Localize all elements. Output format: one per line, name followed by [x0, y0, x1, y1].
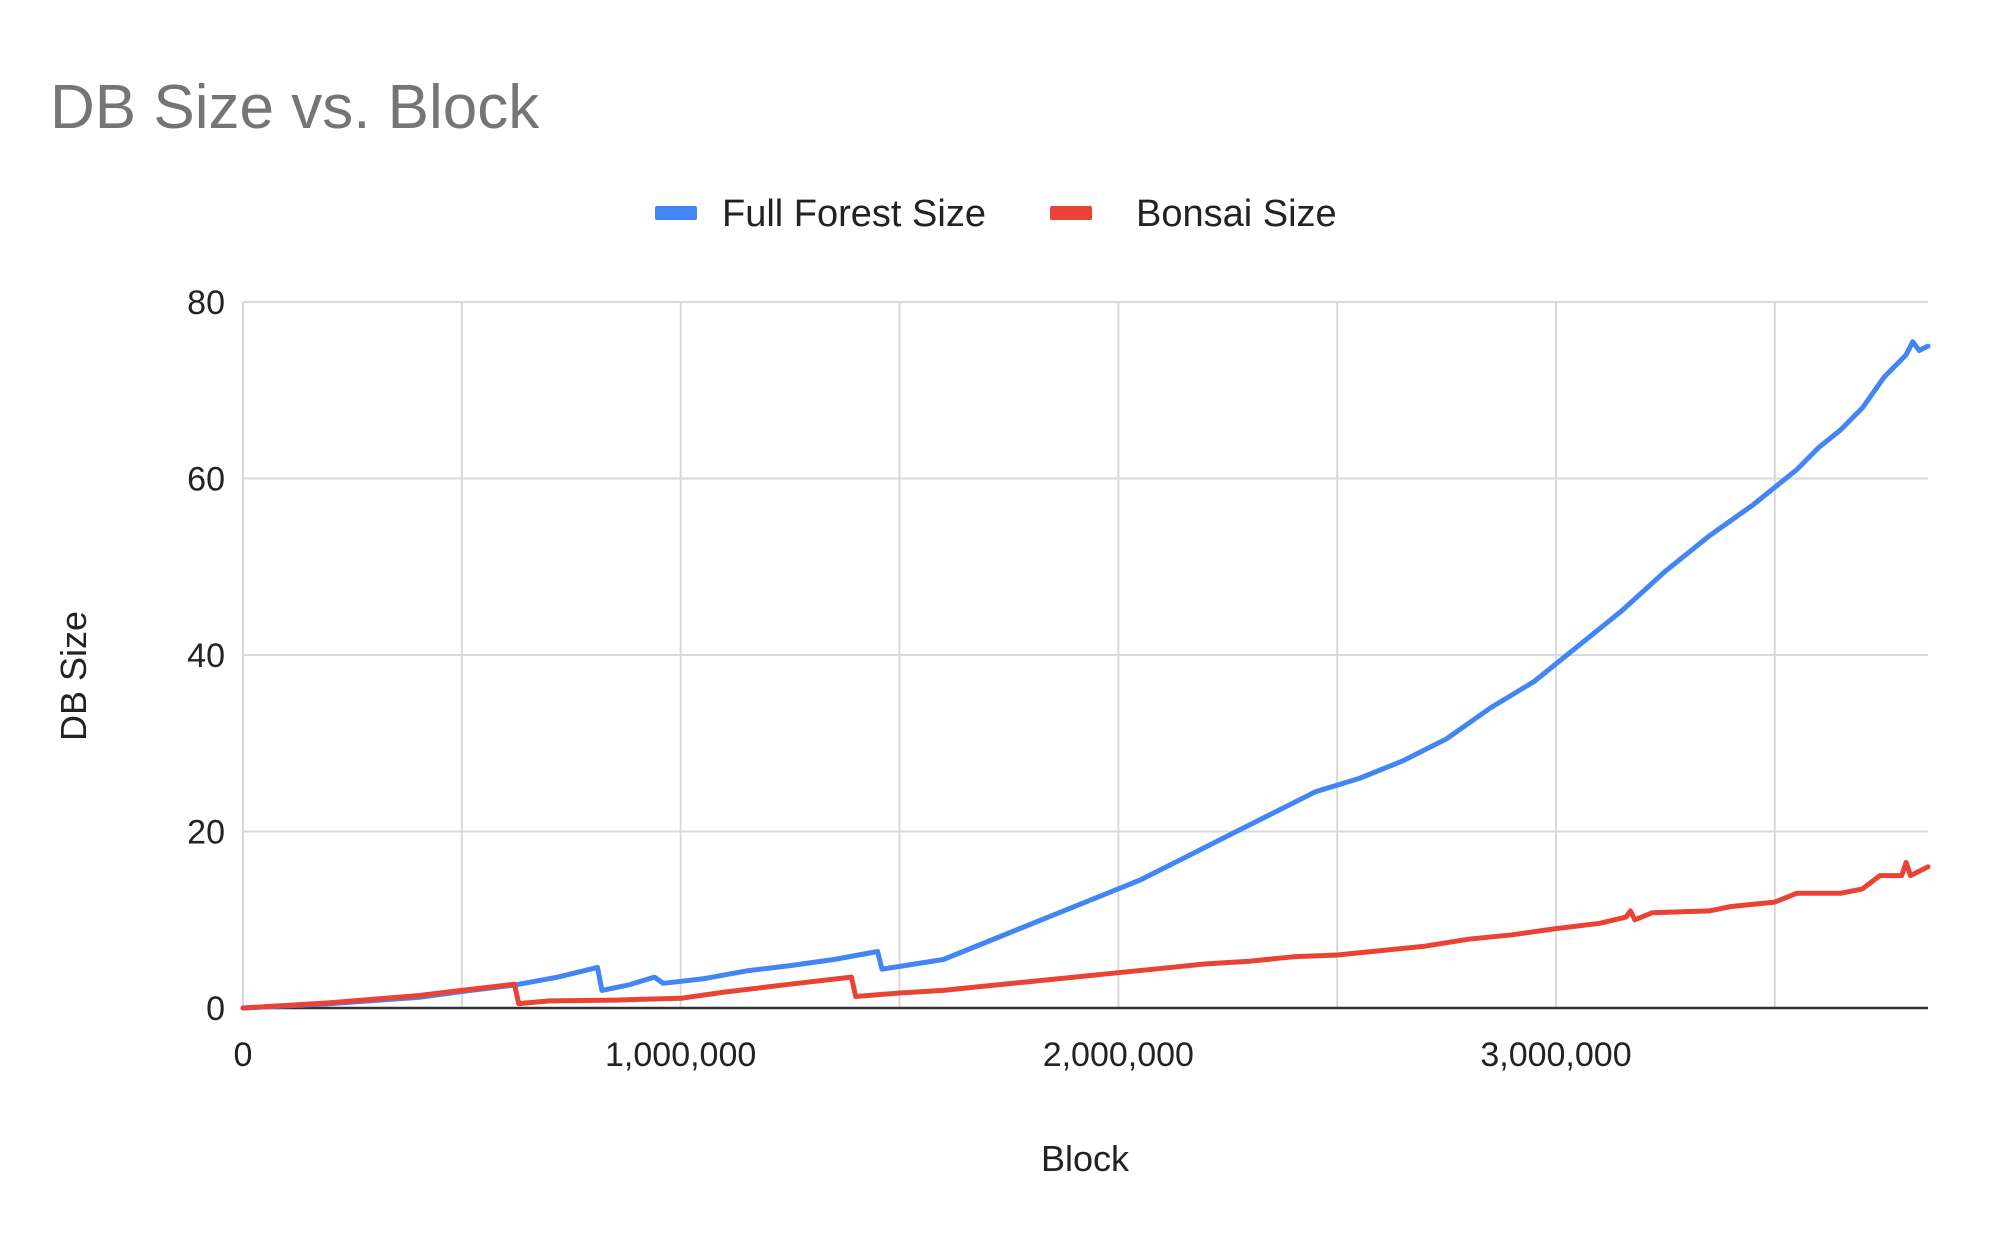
y-tick-label: 60 [187, 461, 225, 499]
series-line-bonsai-size [240, 859, 1931, 1011]
y-tick-label: 40 [187, 637, 225, 675]
legend: Full Forest Size Bonsai Size [655, 193, 1337, 235]
y-axis-ticks: 0 20 40 60 80 [187, 284, 225, 1028]
gridlines [242, 301, 1928, 1010]
y-tick-label: 20 [187, 814, 225, 852]
legend-label-bonsai: Bonsai Size [1136, 193, 1337, 235]
legend-label-full-forest: Full Forest Size [722, 193, 986, 235]
chart-title: DB Size vs. Block [50, 73, 540, 142]
x-tick-label: 3,000,000 [1480, 1036, 1631, 1074]
series-layer [240, 339, 1931, 1011]
x-axis-ticks: 0 1,000,000 2,000,000 3,000,000 [234, 1036, 1632, 1074]
x-tick-label: 1,000,000 [605, 1036, 756, 1074]
x-axis-title: Block [1041, 1138, 1130, 1179]
x-tick-label: 0 [234, 1036, 253, 1074]
y-tick-label: 80 [187, 284, 225, 322]
series-line-full-forest-size [240, 339, 1931, 1011]
y-tick-label: 0 [206, 990, 225, 1028]
y-axis-title: DB Size [53, 611, 94, 741]
x-tick-label: 2,000,000 [1043, 1036, 1194, 1074]
legend-swatch-full-forest [655, 206, 697, 220]
legend-swatch-bonsai [1050, 206, 1092, 220]
